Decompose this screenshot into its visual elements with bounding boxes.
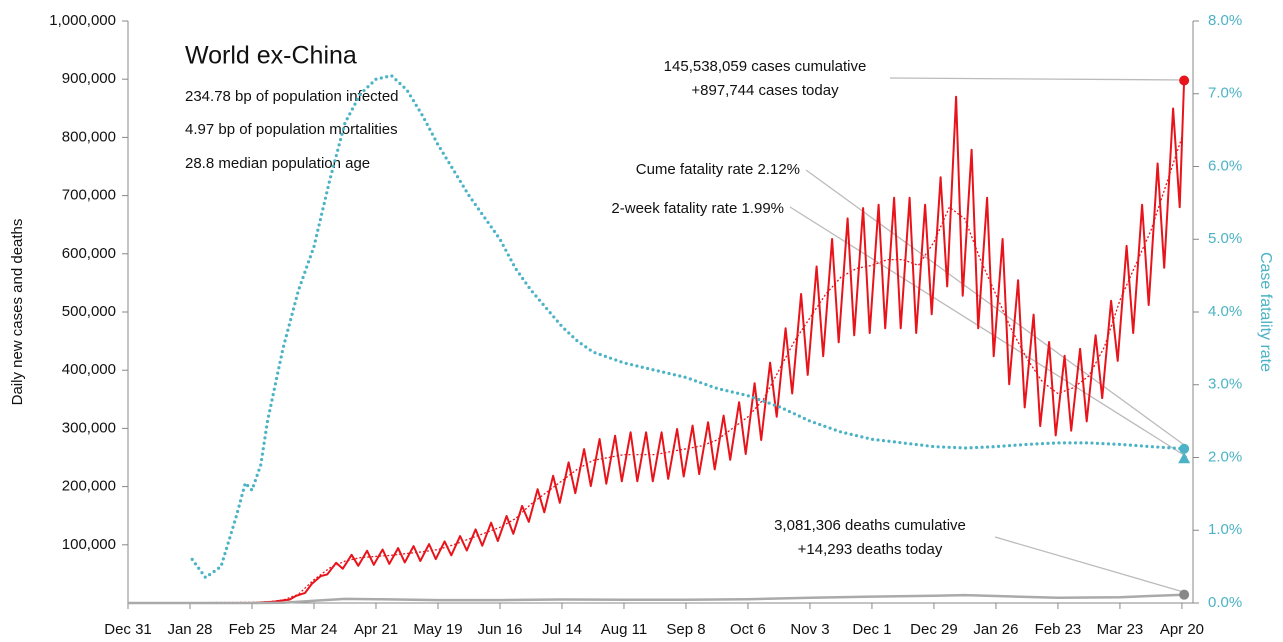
x-tick-label: Mar 23 <box>1097 621 1144 638</box>
annotation: 3,081,306 deaths cumulative <box>774 517 966 534</box>
y2-tick-label: 0.0% <box>1208 594 1242 611</box>
y2-axis-label: Case fatality rate <box>1257 252 1274 372</box>
x-tick-label: Oct 6 <box>730 621 766 638</box>
x-tick-label: Feb 23 <box>1035 621 1082 638</box>
y-tick-label: 1,000,000 <box>49 12 116 29</box>
leader-line <box>994 536 1188 594</box>
y-tick-label: 700,000 <box>62 187 116 204</box>
subtitle: 28.8 median population age <box>185 155 370 172</box>
y2-tick-label: 2.0% <box>1208 448 1242 465</box>
x-tick-label: Jul 14 <box>542 621 582 638</box>
y-axis-label: Daily new cases and deaths <box>9 219 26 406</box>
y2-tick-label: 8.0% <box>1208 12 1242 29</box>
annotation: 2-week fatality rate 1.99% <box>611 200 784 217</box>
end-marker <box>1179 589 1190 600</box>
series-line <box>128 80 1186 604</box>
x-tick-label: Dec 31 <box>104 621 152 638</box>
x-tick-label: Dec 1 <box>852 621 891 638</box>
annotation: Cume fatality rate 2.12% <box>636 161 800 178</box>
end-marker <box>1178 452 1191 464</box>
x-tick-label: Feb 25 <box>229 621 276 638</box>
x-tick-label: Jun 16 <box>477 621 522 638</box>
annotation: +897,744 cases today <box>691 82 839 99</box>
y2-tick-label: 7.0% <box>1208 85 1242 102</box>
y2-tick-label: 4.0% <box>1208 303 1242 320</box>
x-tick-label: Nov 3 <box>790 621 829 638</box>
y-tick-label: 500,000 <box>62 303 116 320</box>
annotation: +14,293 deaths today <box>798 541 943 558</box>
series-line <box>127 137 1183 604</box>
y-tick-label: 200,000 <box>62 478 116 495</box>
x-tick-label: Jan 26 <box>973 621 1018 638</box>
leader-line <box>789 206 1188 458</box>
x-tick-label: Apr 21 <box>354 621 398 638</box>
x-tick-label: Apr 20 <box>1160 621 1204 638</box>
y2-tick-label: 5.0% <box>1208 230 1242 247</box>
chart-title: World ex-China <box>185 42 357 70</box>
series-line <box>128 593 1185 605</box>
leader-line <box>889 77 1188 81</box>
annotation: 145,538,059 cases cumulative <box>664 58 867 75</box>
y2-tick-label: 3.0% <box>1208 376 1242 393</box>
subtitle: 4.97 bp of population mortalities <box>185 121 398 138</box>
x-tick-label: Jan 28 <box>167 621 212 638</box>
y-tick-label: 900,000 <box>62 70 116 87</box>
x-tick-label: Dec 29 <box>910 621 958 638</box>
end-marker <box>1179 75 1190 86</box>
subtitle: 234.78 bp of population infected <box>185 88 399 105</box>
y-tick-label: 300,000 <box>62 419 116 436</box>
y-tick-label: 800,000 <box>62 128 116 145</box>
x-tick-label: Sep 8 <box>666 621 705 638</box>
y2-tick-label: 6.0% <box>1208 157 1242 174</box>
x-tick-label: Mar 24 <box>291 621 338 638</box>
y2-tick-label: 1.0% <box>1208 521 1242 538</box>
x-tick-label: May 19 <box>413 621 462 638</box>
y-tick-label: 100,000 <box>62 536 116 553</box>
y-tick-label: 400,000 <box>62 361 116 378</box>
x-tick-label: Aug 11 <box>601 621 647 638</box>
series-line <box>190 74 1186 580</box>
end-marker <box>1179 443 1190 454</box>
y-tick-label: 600,000 <box>62 245 116 262</box>
